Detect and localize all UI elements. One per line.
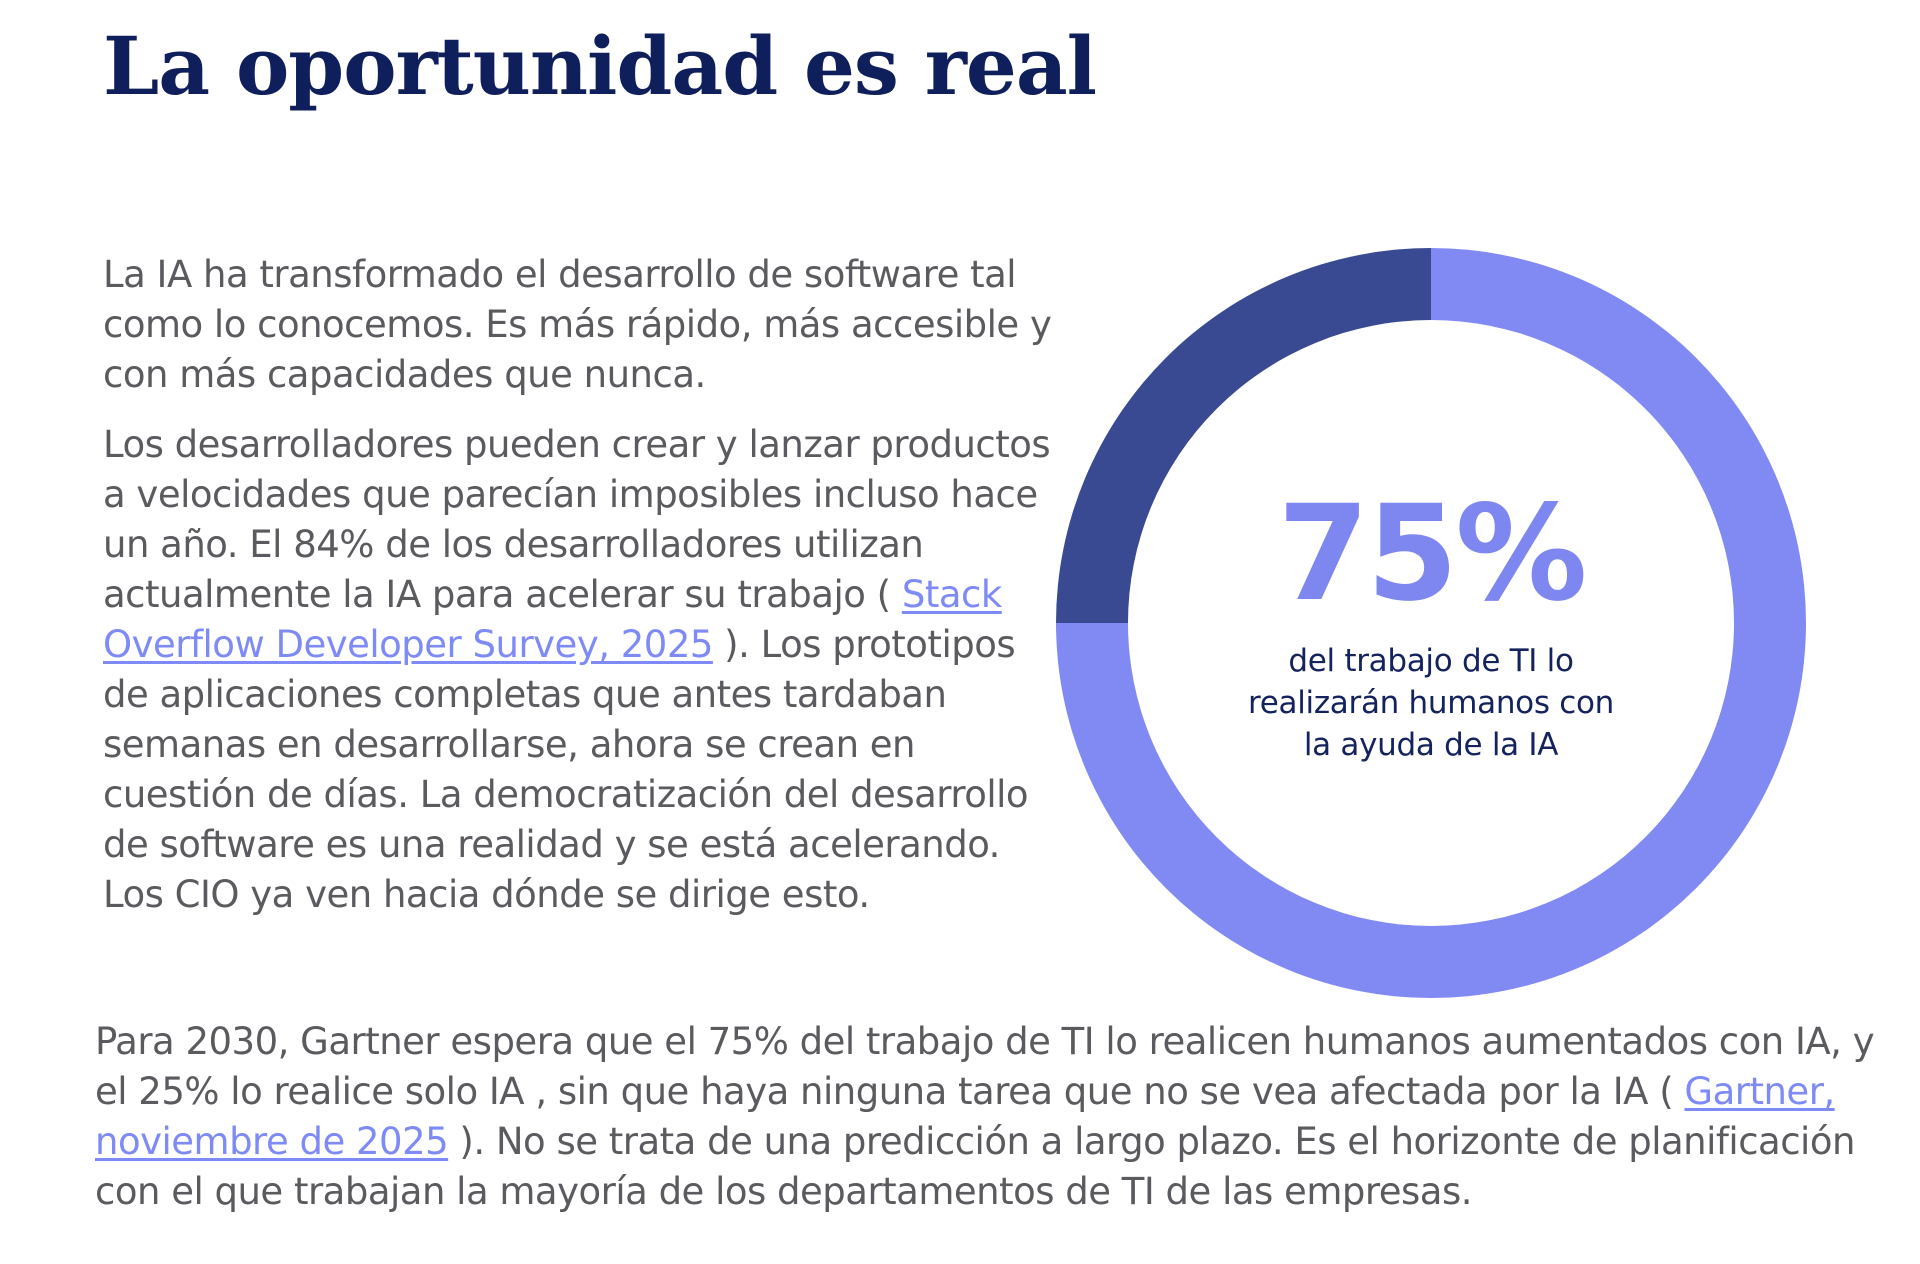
donut-chart: 75% del trabajo de TI lo realizarán huma… [1056,248,1806,998]
outro-text-before: Para 2030, Gartner espera que el 75% del… [95,1020,1875,1113]
gartner-link[interactable]: Gartner, noviembre de 2025 [95,1070,1835,1163]
outro-paragraph: Para 2030, Gartner espera que el 75% del… [95,1017,1875,1217]
donut-value-label: 75% [1277,477,1588,631]
donut-segment-2 [1056,248,1431,623]
intro-paragraph-2-text-before: Los desarrolladores pueden crear y lanza… [103,423,1051,616]
stack-overflow-survey-link[interactable]: Stack Overflow Developer Survey, 2025 [103,573,1002,666]
intro-text-column: La IA ha transformado el desarrollo de s… [103,250,1053,920]
donut-center: 75% del trabajo de TI lo realizarán huma… [1056,248,1806,998]
intro-paragraph-2-text-after: ). Los prototipos de aplicaciones comple… [103,623,1029,916]
page-title: La oportunidad es real [103,19,1097,113]
donut-caption: del trabajo de TI lo realizarán humanos … [1247,643,1615,763]
donut-chart-graphic [1056,248,1806,998]
outro-text-after: ). No se trata de una predicción a largo… [95,1120,1855,1213]
intro-paragraph-1: La IA ha transformado el desarrollo de s… [103,253,1052,396]
intro-paragraph-2: Los desarrolladores pueden crear y lanza… [103,420,1053,920]
